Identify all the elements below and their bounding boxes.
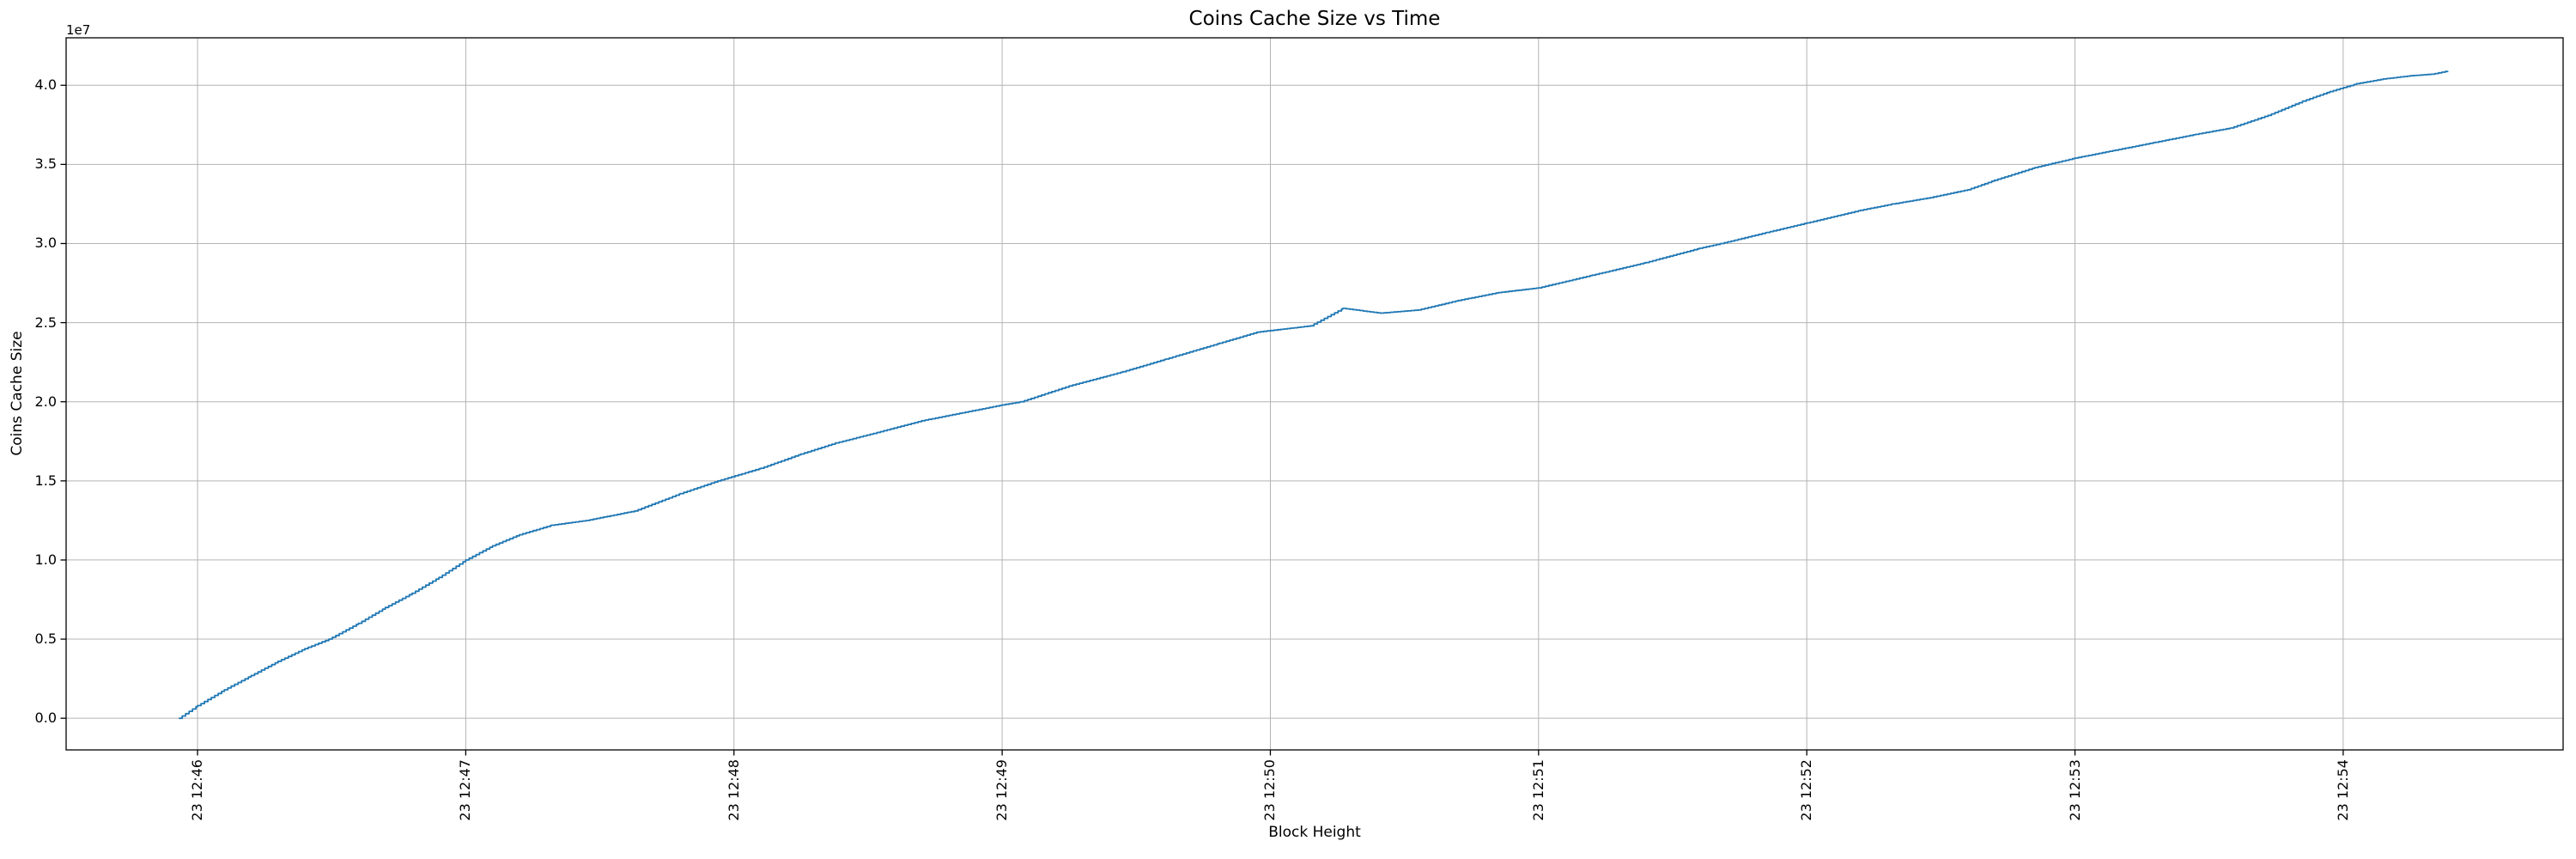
y-tick-label: 4.0 (34, 76, 57, 94)
x-tick-label: 23 12:47 (457, 759, 474, 821)
y-tick-label: 1.5 (34, 472, 57, 489)
chart-title: Coins Cache Size vs Time (1188, 8, 1441, 30)
x-tick-label: 23 12:48 (725, 759, 742, 821)
x-tick-label: 23 12:51 (1529, 759, 1546, 821)
gridlines (66, 38, 2563, 750)
x-tick-label: 23 12:50 (1261, 759, 1279, 821)
x-tick-label: 23 12:49 (993, 759, 1011, 821)
y-tick-label: 2.5 (34, 314, 57, 331)
y-tick-label: 0.0 (34, 710, 57, 727)
x-axis-label: Block Height (1268, 824, 1361, 841)
y-tick-label: 2.0 (34, 393, 57, 410)
y-axis-offset-label: 1e7 (66, 22, 91, 38)
spines (65, 37, 2564, 751)
y-tick-label: 3.0 (34, 235, 57, 252)
y-tick-label: 1.0 (34, 551, 57, 568)
data-line (179, 70, 2449, 720)
x-tick-label: 23 12:54 (2334, 759, 2351, 821)
y-tick-label: 3.5 (34, 155, 57, 173)
y-tick-label: 0.5 (34, 631, 57, 648)
x-tick-label: 23 12:53 (2066, 759, 2083, 821)
x-tick-label: 23 12:52 (1798, 759, 1815, 821)
x-tick-label: 23 12:46 (189, 759, 206, 821)
tick-marks (60, 84, 2344, 756)
